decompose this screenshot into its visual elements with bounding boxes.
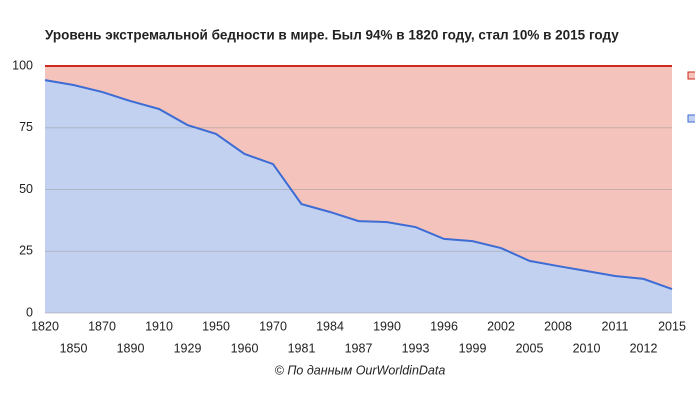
x-tick-label: 2005 (516, 341, 544, 355)
line (44, 79, 673, 290)
y-tick-label: 100 (12, 58, 33, 72)
x-tick-label: 1987 (345, 341, 373, 355)
x-tick-label: 1820 (31, 319, 59, 333)
x-tick-label: 1984 (316, 319, 344, 333)
x-tick-label: 2012 (630, 341, 658, 355)
x-tick-label: 1870 (88, 319, 116, 333)
x-tick-label: 1993 (402, 341, 430, 355)
area (45, 66, 672, 290)
x-tick-label: 1910 (145, 319, 173, 333)
x-tick-label: 1890 (117, 341, 145, 355)
x-tick-label: 1981 (288, 341, 316, 355)
x-tick-label: 1990 (373, 319, 401, 333)
x-tick-label: 1850 (60, 341, 88, 355)
x-tick-label: 1999 (459, 341, 487, 355)
source-note: © По данным OurWorldinData (275, 363, 446, 377)
y-tick-label: 75 (19, 120, 33, 134)
x-tick-label: 2015 (658, 319, 686, 333)
legend-swatch (687, 71, 695, 80)
legend-swatch (687, 114, 695, 123)
y-tick-label: 25 (19, 244, 33, 258)
y-tick-label: 50 (19, 182, 33, 196)
x-tick-label: 1970 (259, 319, 287, 333)
y-tick-label: 0 (26, 305, 33, 319)
x-tick-label: 2002 (487, 319, 515, 333)
chart-title: Уровень экстремальной бедности в мире. Б… (45, 28, 619, 43)
x-tick-label: 2008 (544, 319, 572, 333)
x-tick-label: 1960 (231, 341, 259, 355)
x-tick-label: 1950 (202, 319, 230, 333)
x-tick-label: 1996 (430, 319, 458, 333)
x-tick-label: 1929 (174, 341, 202, 355)
x-tick-label: 2011 (602, 319, 629, 333)
x-tick-label: 2010 (573, 341, 601, 355)
